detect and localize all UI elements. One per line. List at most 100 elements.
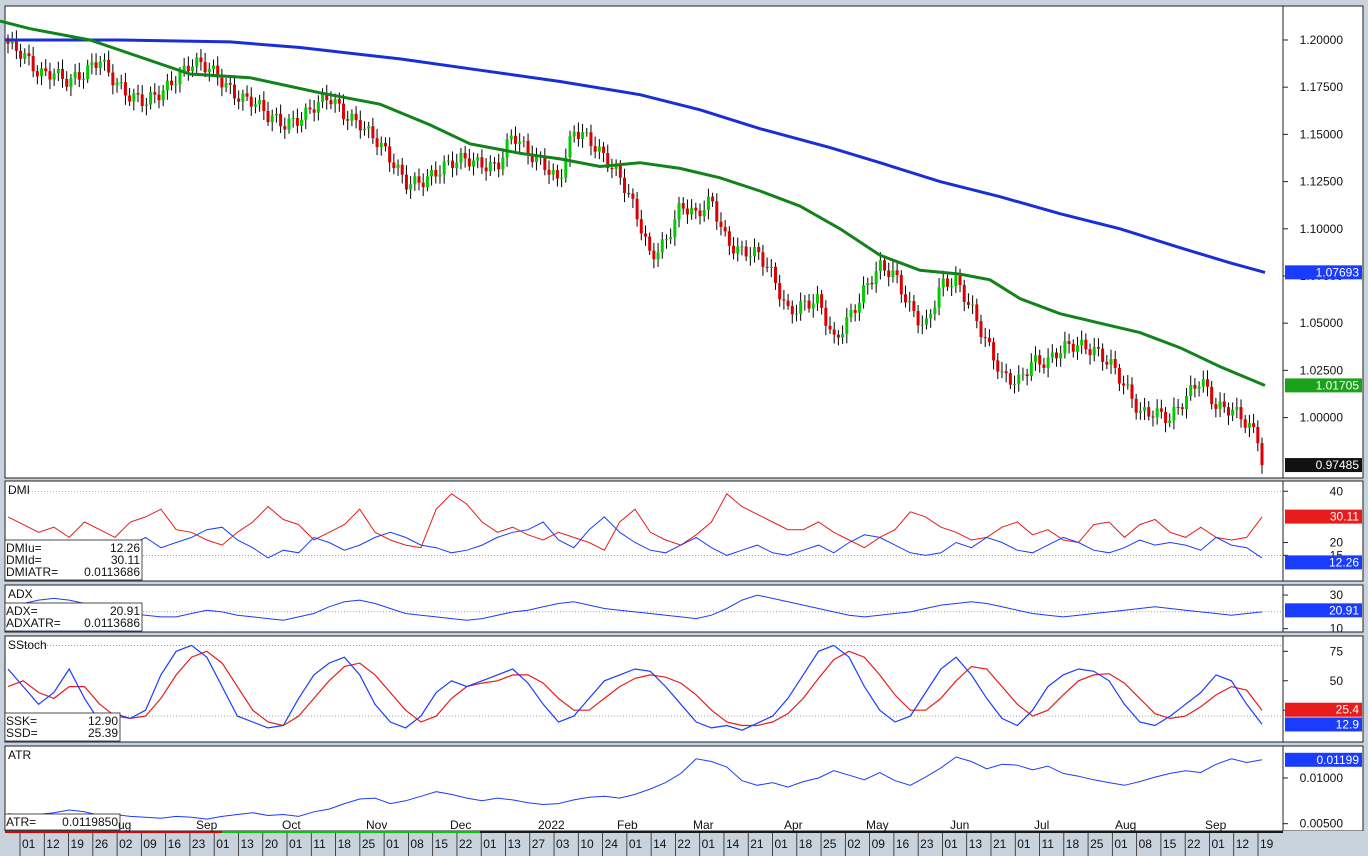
candle-body — [623, 177, 627, 193]
candle-body — [786, 300, 790, 306]
price-last-value-box — [1285, 378, 1362, 393]
candle-body — [585, 132, 589, 134]
x-axis-band — [0, 831, 1368, 856]
day-tick-label: 25 — [1090, 837, 1104, 851]
readout-value: 12.26 — [110, 541, 140, 555]
candle-body — [966, 302, 970, 305]
candle-body — [220, 77, 224, 88]
candle-body — [132, 93, 136, 102]
candle-body — [484, 167, 488, 172]
candle-body — [1071, 343, 1075, 352]
candle-body — [1080, 339, 1084, 346]
readout-label: DMId= — [6, 553, 42, 567]
candle-body — [1168, 420, 1172, 424]
price-tick-label: 1.00000 — [1300, 411, 1344, 425]
atr-last-value-label: 0.01199 — [1317, 753, 1360, 767]
candle-body — [144, 104, 148, 106]
moving-average-long — [5, 38, 1266, 274]
candle-body — [807, 300, 811, 309]
candle-body — [1059, 353, 1063, 359]
candle-body — [165, 80, 169, 91]
day-tick-label: 08 — [1139, 837, 1153, 851]
candle-body — [769, 266, 773, 268]
candle-body — [962, 284, 966, 303]
candle-body — [870, 282, 874, 285]
candle-body — [1101, 348, 1105, 362]
candle-body — [1252, 423, 1256, 428]
candle-body — [1134, 398, 1138, 413]
candle-body — [61, 68, 65, 79]
candle-body — [23, 53, 27, 59]
candle-body — [887, 270, 891, 277]
candle-body — [690, 207, 694, 215]
candle-body — [979, 321, 983, 338]
candle-body — [1008, 373, 1012, 385]
candle-body — [564, 157, 568, 178]
candle-body — [526, 140, 530, 156]
day-tick-label: 01 — [1211, 837, 1225, 851]
x-axis-highlight-green — [222, 831, 480, 833]
candle-body — [308, 107, 312, 110]
candle-body — [1189, 384, 1193, 397]
candle-body — [912, 301, 916, 312]
candle-body — [576, 131, 580, 139]
price-last-value-box — [1285, 265, 1362, 280]
readout-label: DMIATR= — [6, 565, 58, 579]
candle-body — [245, 93, 249, 97]
candle-body — [589, 132, 593, 147]
candle-body — [1159, 408, 1163, 412]
readout-value: 0.0113686 — [84, 565, 140, 579]
day-tick-label: 15 — [1163, 837, 1177, 851]
readout-value: 30.11 — [111, 553, 140, 567]
candle-body — [627, 192, 631, 194]
candle-body — [836, 334, 840, 338]
candle-body — [1025, 374, 1029, 376]
day-tick-label: 23 — [192, 837, 206, 851]
candle-body — [77, 72, 81, 80]
main-axis-area — [1282, 5, 1364, 479]
candle-body — [1235, 407, 1239, 410]
day-tick-label: 01 — [216, 837, 230, 851]
adx-tick-label: 30 — [1330, 588, 1344, 602]
candle-body — [1075, 345, 1079, 352]
candle-body — [518, 141, 522, 144]
candle-body — [1147, 407, 1151, 417]
candle-body — [824, 307, 828, 326]
candle-body — [845, 317, 849, 334]
candle-body — [727, 231, 731, 246]
candle-body — [434, 169, 438, 177]
candle-body — [1231, 409, 1235, 416]
candle-body — [669, 237, 673, 240]
candle-body — [1130, 384, 1134, 399]
candle-body — [199, 57, 203, 63]
day-tick-label: 19 — [71, 837, 85, 851]
candle-body — [950, 286, 954, 288]
candle-body — [350, 113, 354, 121]
x-axis: ug Sep Oct Nov Dec 2022 Feb Mar Apr May Jun Jul Aug S… — [0, 818, 1368, 856]
candle-body — [279, 113, 283, 127]
candle-body — [904, 294, 908, 303]
candle-body — [753, 247, 757, 257]
day-tick-label: 13 — [507, 837, 521, 851]
main-plot-area — [4, 5, 1284, 479]
candle-body — [446, 160, 450, 162]
atr-panel: ATR ATR= 0.0119850 — [4, 748, 1263, 831]
candle-body — [794, 313, 798, 315]
candle-body — [547, 169, 551, 175]
candle-body — [1205, 379, 1209, 387]
candle-body — [883, 260, 887, 271]
candle-body — [1105, 361, 1109, 365]
candle-body — [677, 203, 681, 220]
candle-body — [899, 275, 903, 295]
candle-body — [207, 68, 211, 73]
price-tick-label: 1.05000 — [1300, 316, 1344, 330]
candle-body — [971, 304, 975, 306]
candle-body — [136, 93, 140, 95]
day-tick-label: 14 — [726, 837, 740, 851]
candle-body — [543, 156, 547, 170]
candle-body — [744, 246, 748, 257]
candle-body — [438, 174, 442, 177]
candle-body — [396, 164, 400, 169]
dmi-tick-label: 20 — [1330, 536, 1344, 550]
candle-body — [291, 117, 295, 119]
